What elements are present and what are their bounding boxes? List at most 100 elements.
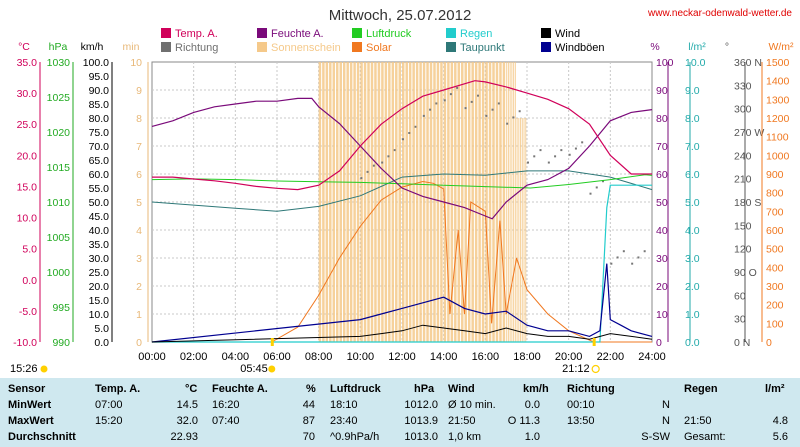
sunshine-bar [395,62,398,342]
direction-dot [533,155,536,158]
tick-deg: 120 [734,244,752,256]
tick-time: 14:00 [430,351,458,363]
direction-dot [435,102,438,105]
tick-time: 22:00 [597,351,625,363]
direction-dot [506,122,509,125]
tick-pct: 80 [656,113,668,125]
sunshine-bar [374,62,377,342]
tick-deg: 300 [734,104,752,116]
tick-deg: 210 [734,174,752,186]
tick-wm2: 500 [766,244,784,256]
tick-hpa: 1010 [47,197,71,209]
legend-label: Sonnenschein [271,42,341,54]
series-solar [271,180,652,343]
stats-cell-hum-val: 87 [302,415,315,427]
tick-kmh: 70.0 [89,141,110,153]
stats-cell-hum-val: 70 [302,431,315,443]
tick-kmh: 90.0 [89,85,110,97]
legend-label: Temp. A. [175,28,218,40]
sunshine-bar [523,118,525,342]
tick-wm2: 1400 [766,76,790,88]
tick-time: 16:00 [472,351,500,363]
sunrise-tick [270,338,274,346]
sunshine-bar [511,62,513,342]
legend-swatch [352,42,362,52]
stats-cell-hum-time: 16:20 [212,399,240,411]
unit-kmh: km/h [81,41,104,53]
direction-dot [595,186,598,189]
sunshine-bar [520,118,522,342]
stats-cell-wind-val: O 11.3 [507,415,540,427]
stats-cell-temp-time: 07:00 [95,399,123,411]
series-gusts [151,263,653,343]
tick-temp: 20.0 [17,150,38,162]
sunset-icon [591,364,600,374]
sunset-label: 21:12 [562,363,590,375]
sunrise-label: 05:45 [240,363,268,375]
direction-dot [408,132,411,134]
sunshine-bar [513,62,515,342]
tick-kmh: 55.0 [89,183,110,195]
sunshine-bar [457,62,461,342]
stats-cell-label: MinWert [8,399,52,411]
tick-kmh: 60.0 [89,169,110,181]
direction-dot [491,108,494,111]
direction-dot [554,155,557,158]
stats-cell-hum-val: 44 [302,399,315,411]
sunshine-bar [360,62,363,342]
tick-min: 10 [130,57,142,69]
stats-cell-rain-val: 4.8 [772,415,788,427]
tick-time: 10:00 [347,351,375,363]
tick-wm2: 0 [766,337,772,349]
tick-wm2: 800 [766,188,784,200]
tick-kmh: 75.0 [89,127,110,139]
stats-cell-wind-val: 1.0 [524,431,540,443]
stats-table: Sensor Temp. A. °C Feuchte A.% Luftdruck hPa W… [0,378,800,447]
sunshine-bar [495,62,499,342]
tick-kmh: 10.0 [89,309,110,321]
stats-cell-temp-val: 22.93 [170,431,198,443]
legend-label: Windböen [555,42,605,54]
tick-kmh: 95.0 [89,71,110,83]
series-temperature [152,80,652,191]
tick-pct: 30 [656,253,668,265]
site-link[interactable]: www.neckar-odenwald-wetter.de [647,8,792,19]
tick-pct: 40 [656,225,668,237]
tick-wm2: 700 [766,206,784,218]
stats-header: Regen [684,383,718,395]
stats-header: l/m² [765,383,785,395]
direction-dot [602,180,604,183]
sunshine-bar [412,62,415,342]
tick-lm2: 6.0 [685,169,700,181]
stats-cell-dir-val: N [662,415,670,427]
moon-icon [40,365,48,373]
stats-cell-label: Durchschnitt [8,431,76,443]
tick-temp: 15.0 [17,181,38,193]
legend-swatch [446,42,456,52]
stats-cell-label: MaxWert [8,415,54,427]
direction-dot [589,192,592,195]
tick-wm2: 1000 [766,150,790,162]
tick-kmh: 100.0 [83,57,109,69]
legend-swatch [541,28,551,38]
sunshine-bar [318,62,322,342]
tick-temp: 30.0 [17,88,38,100]
sunshine-bar [518,118,520,342]
tick-kmh: 65.0 [89,155,110,167]
unit-temp: °C [18,41,30,53]
tick-lm2: 3.0 [685,253,700,265]
stats-header: Temp. A. [95,383,141,395]
sunshine-bar [429,62,433,342]
sunshine-bar [419,62,422,342]
sunshine-bar [377,62,381,342]
tick-wm2: 200 [766,300,784,312]
axes: 35.030.025.020.015.010.05.00.0-5.0-10.01… [13,57,789,363]
tick-pct: 60 [656,169,668,181]
tick-kmh: 15.0 [89,295,110,307]
direction-dot [422,114,425,117]
sunshine-bar [415,62,419,342]
sunshine-bar [509,62,511,342]
sunshine-bar [353,62,356,342]
direction-dot [527,161,529,164]
tick-lm2: 9.0 [685,85,700,97]
